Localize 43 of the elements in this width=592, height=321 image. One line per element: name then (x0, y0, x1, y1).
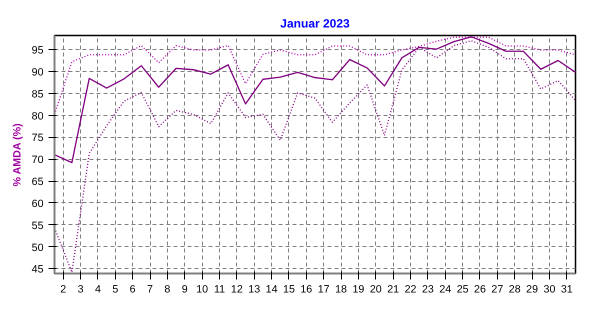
x-tick-label: 17 (318, 284, 330, 296)
x-tick-label: 22 (404, 284, 417, 296)
x-tick-label: 26 (474, 284, 486, 296)
y-tick-label: 75 (32, 132, 44, 144)
y-tick-label: 55 (32, 220, 44, 232)
x-tick-label: 9 (182, 284, 188, 296)
x-tick-label: 8 (164, 284, 170, 296)
y-tick-label: 60 (32, 198, 44, 210)
y-tick-label: 70 (32, 154, 44, 166)
chart-title: Januar 2023 (280, 16, 350, 30)
y-tick-label: 80 (32, 110, 44, 122)
x-tick-label: 5 (112, 284, 118, 296)
x-tick-label: 31 (560, 284, 573, 296)
x-tick-label: 11 (214, 284, 226, 296)
x-tick-label: 20 (370, 284, 382, 296)
x-tick-label: 15 (283, 284, 295, 296)
x-tick-label: 14 (266, 284, 278, 296)
x-tick-label: 16 (300, 284, 312, 296)
x-tick-label: 6 (130, 284, 136, 296)
x-tick-label: 24 (439, 284, 452, 296)
x-tick-label: 18 (335, 284, 348, 296)
y-tick-label: 65 (32, 176, 44, 188)
y-tick-label: 95 (32, 44, 44, 57)
x-tick-label: 3 (78, 284, 84, 296)
x-tick-label: 4 (94, 284, 101, 296)
x-tick-label: 30 (544, 284, 556, 296)
x-tick-label: 10 (196, 284, 208, 296)
y-axis-title: % AMDA (%) (12, 122, 24, 186)
y-tick-label: 90 (32, 66, 44, 78)
x-tick-label: 27 (491, 284, 504, 296)
x-tick-label: 2 (60, 284, 66, 296)
x-tick-label: 21 (387, 284, 400, 296)
x-tick-label: 28 (508, 284, 521, 296)
x-tick-label: 25 (456, 284, 469, 296)
x-tick-label: 7 (147, 284, 154, 296)
y-tick-label: 45 (32, 264, 44, 276)
y-tick-label: 85 (32, 88, 44, 100)
x-tick-label: 23 (422, 284, 434, 296)
y-tick-label: 50 (32, 242, 44, 254)
x-tick-label: 12 (230, 284, 243, 296)
x-tick-label: 13 (248, 284, 260, 296)
x-tick-label: 29 (526, 284, 538, 296)
x-tick-label: 19 (352, 284, 364, 296)
